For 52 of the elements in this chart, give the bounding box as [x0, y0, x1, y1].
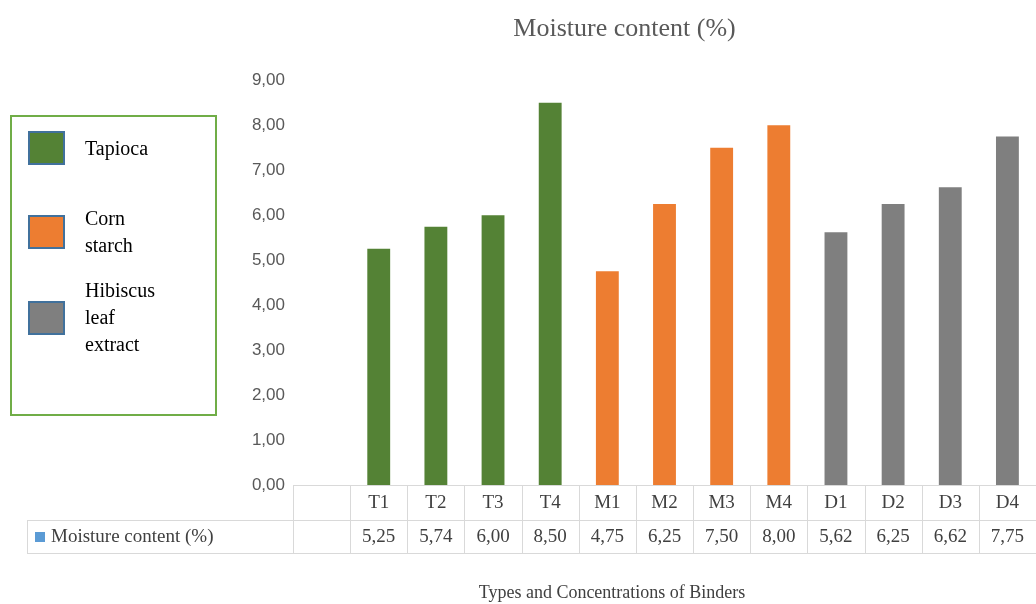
data-label: 6,00: [476, 525, 510, 547]
legend-label: Tapioca: [85, 135, 149, 162]
bar: [710, 147, 734, 485]
y-tick-label: 0,00: [251, 474, 285, 494]
x-tick-label: M2: [651, 491, 678, 513]
bar: [824, 232, 848, 485]
text: Moisture content (%): [51, 525, 214, 548]
bar: [424, 226, 448, 485]
data-label: 6,25: [647, 525, 682, 547]
x-tick-label: T3: [482, 491, 504, 513]
x-tick-label: M4: [765, 491, 793, 513]
x-tick-label: T2: [425, 491, 447, 513]
y-tick-label: 6,00: [251, 204, 285, 224]
data-label: 5,25: [362, 525, 396, 547]
legend-label: Hibiscus leaf extract: [85, 278, 156, 357]
x-tick-label: T4: [539, 491, 562, 513]
bar: [995, 136, 1019, 485]
legend-label: Corn starch: [85, 206, 134, 258]
data-label: 6,25: [876, 525, 910, 547]
data-label: 5,62: [819, 525, 853, 547]
bar: [938, 187, 962, 485]
data-label: 8,50: [533, 525, 567, 547]
data-label: 5,74: [419, 525, 454, 547]
bar: [538, 102, 562, 485]
bar: [653, 203, 676, 485]
bar: [595, 271, 619, 485]
bar: [481, 215, 505, 485]
x-tick-label: M3: [708, 491, 735, 513]
data-label: 8,00: [762, 525, 796, 547]
y-tick-label: 8,00: [251, 114, 285, 134]
y-tick-label: 4,00: [251, 294, 285, 314]
x-tick-label: D1: [824, 491, 848, 513]
bar: [767, 125, 791, 485]
y-tick-label: 3,00: [251, 339, 285, 359]
y-tick-label: 5,00: [251, 249, 285, 269]
data-label: 7,75: [990, 525, 1025, 547]
bar: [881, 203, 905, 485]
y-tick-label: 9,00: [251, 69, 285, 89]
x-tick-label: M1: [594, 491, 621, 513]
data-label: 4,75: [590, 525, 624, 547]
x-tick-label: T1: [368, 491, 390, 513]
y-tick-label: 1,00: [251, 429, 285, 449]
data-label: 7,50: [705, 525, 739, 547]
y-tick-label: 7,00: [251, 159, 285, 179]
x-tick-label: D2: [881, 491, 905, 513]
x-axis-title: Types and Concentrations of Binders: [478, 581, 746, 602]
bar: [367, 248, 391, 485]
data-label: 6,62: [933, 525, 967, 547]
x-tick-label: D3: [938, 491, 962, 513]
y-tick-label: 2,00: [251, 384, 285, 404]
chart-title: Moisture content (%): [513, 13, 736, 43]
x-tick-label: D4: [995, 491, 1020, 513]
